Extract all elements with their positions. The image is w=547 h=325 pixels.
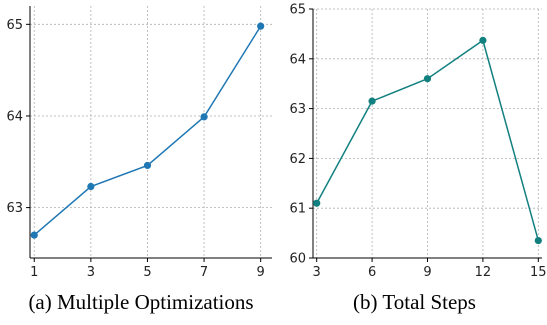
x-tick-label: 9 xyxy=(257,265,265,280)
x-tick-label: 12 xyxy=(475,265,492,280)
data-point xyxy=(534,236,542,245)
data-point xyxy=(200,113,208,121)
y-tick-label: 65 xyxy=(6,18,23,33)
x-tick-label: 9 xyxy=(423,265,431,280)
y-tick-label: 64 xyxy=(289,52,306,67)
chart-multiple-optimizations: 1 3 5 7 9 63 64 65 xyxy=(6,6,272,280)
x-tick-label: 5 xyxy=(143,265,151,280)
y-tick-label: 64 xyxy=(6,109,23,124)
data-point xyxy=(143,161,152,170)
caption-total-steps: (b) Total Steps xyxy=(353,290,476,314)
y-tick-label: 61 xyxy=(289,202,306,217)
data-point xyxy=(87,182,95,191)
x-tick-label: 15 xyxy=(530,265,547,280)
data-point xyxy=(30,231,38,239)
x-tick-label: 6 xyxy=(368,265,376,280)
data-point xyxy=(257,22,265,30)
y-tick-label: 65 xyxy=(289,3,306,18)
y-tick-label: 60 xyxy=(289,252,306,267)
data-point xyxy=(479,36,487,44)
data-point xyxy=(313,199,321,207)
x-tick-label: 1 xyxy=(30,265,38,280)
y-tick-label: 63 xyxy=(289,102,306,117)
x-tick-label: 7 xyxy=(200,265,208,280)
caption-multiple-optimizations: (a) Multiple Optimizations xyxy=(28,290,254,314)
data-point xyxy=(423,75,432,83)
y-tick-label: 62 xyxy=(289,152,306,167)
x-tick-label: 3 xyxy=(87,265,95,280)
x-tick-label: 3 xyxy=(313,265,321,280)
data-point xyxy=(368,97,376,105)
chart-total-steps: 3 6 9 12 15 60 61 62 63 64 65 xyxy=(289,3,546,281)
y-tick-label: 63 xyxy=(6,201,23,216)
